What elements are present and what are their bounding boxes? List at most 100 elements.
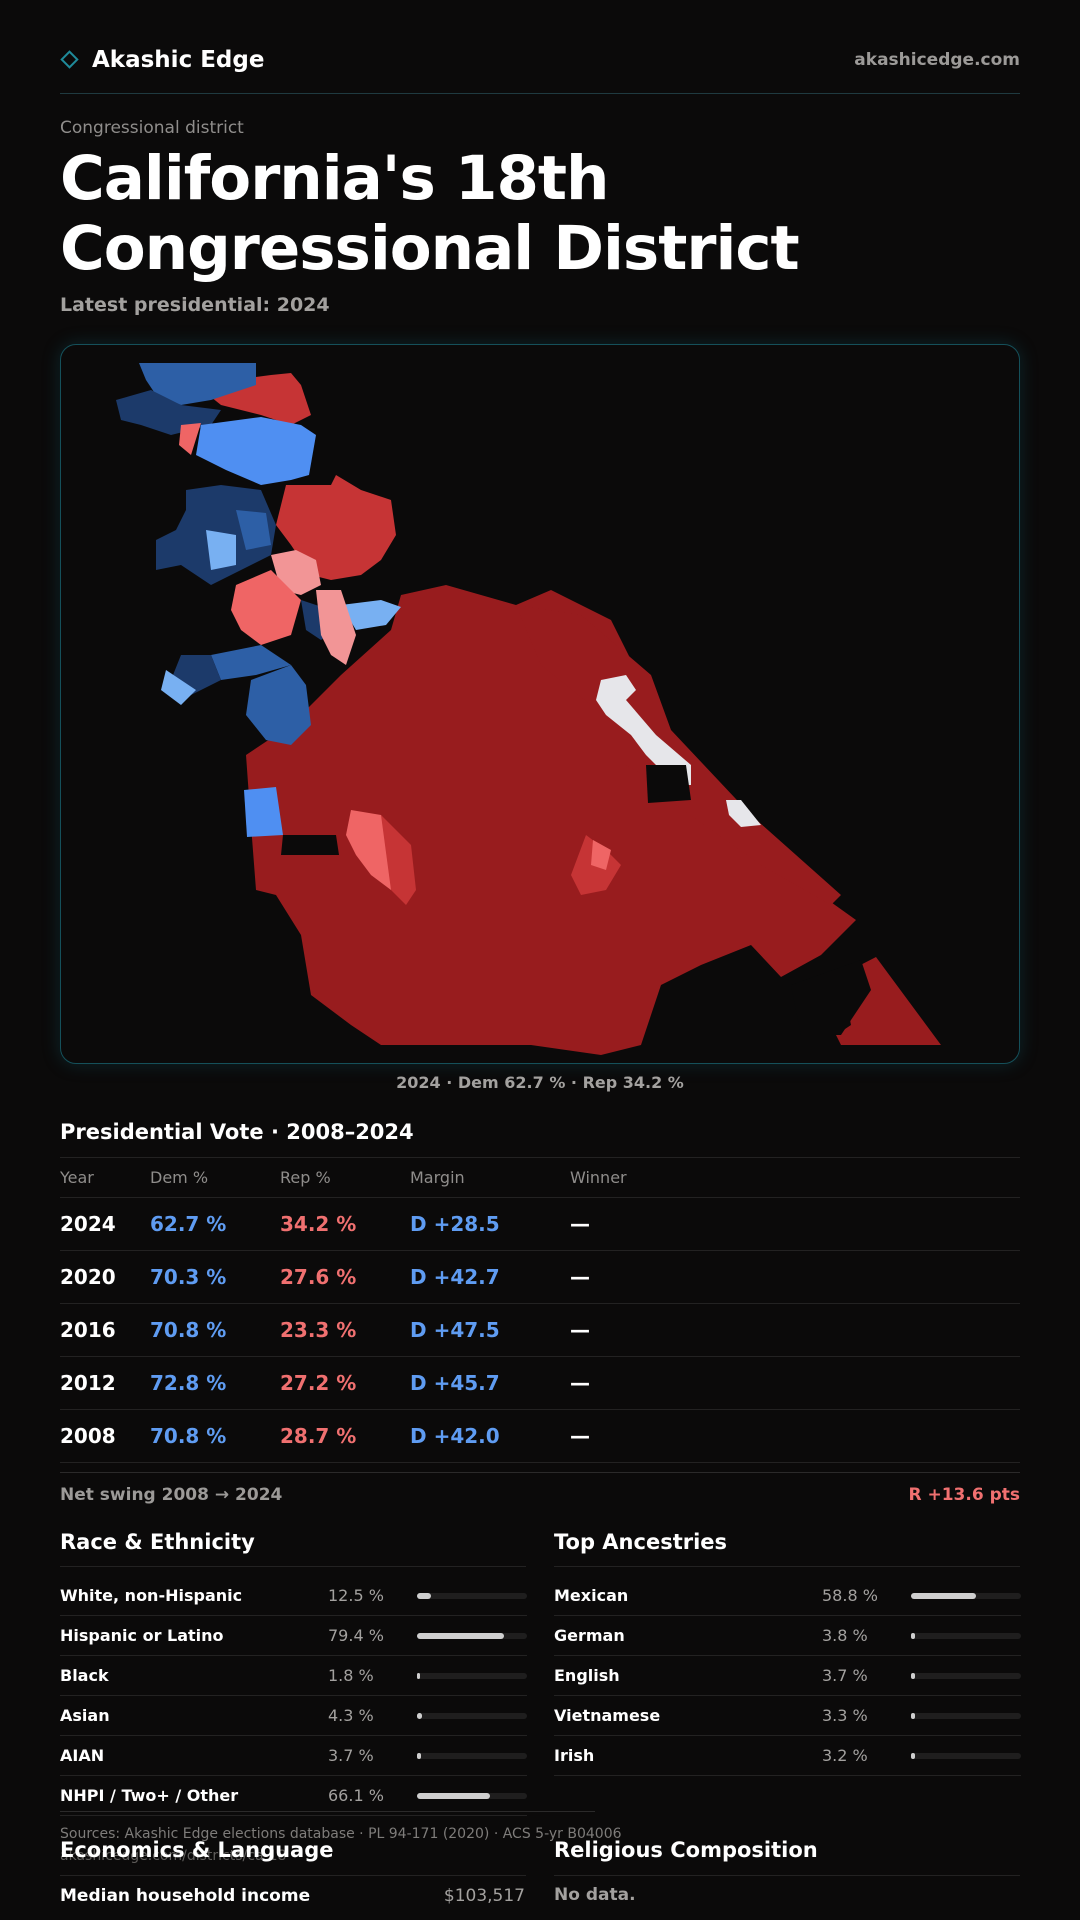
precinct-region-likely-rep-1[interactable] <box>276 475 396 580</box>
religion-empty-text: No data. <box>554 1885 636 1905</box>
stat-bar <box>911 1632 1021 1639</box>
religion-section-title: Religious Composition <box>554 1838 818 1862</box>
stat-bar-fill <box>417 1632 505 1639</box>
precinct-region-lean-rep-1[interactable] <box>179 423 201 455</box>
ancestry-section-title: Top Ancestries <box>554 1530 728 1554</box>
stat-bar-fill <box>911 1592 976 1599</box>
rep-cell: 34.2 % <box>280 1212 357 1236</box>
year-cell: 2016 <box>60 1318 116 1342</box>
list-item: Hispanic or Latino 79.4 % <box>60 1616 527 1656</box>
winner-cell: — <box>570 1265 590 1289</box>
rep-cell: 28.7 % <box>280 1424 357 1448</box>
header-rep: Rep % <box>280 1168 331 1187</box>
precinct-region-tilt-dem-1[interactable] <box>341 600 401 630</box>
list-item: Irish 3.2 % <box>554 1736 1021 1776</box>
precinct-region-lean-dem-2[interactable] <box>244 787 283 837</box>
list-item: English 3.7 % <box>554 1656 1021 1696</box>
stat-label: NHPI / Two+ / Other <box>60 1786 239 1805</box>
stat-value: 66.1 % <box>328 1786 384 1805</box>
precinct-region-coast-gap <box>281 835 339 855</box>
stat-bar <box>417 1712 527 1719</box>
stat-value: 58.8 % <box>822 1586 878 1605</box>
list-item: White, non-Hispanic 12.5 % <box>60 1576 527 1616</box>
winner-cell: — <box>570 1424 590 1448</box>
stat-bar <box>417 1752 527 1759</box>
site-url-link[interactable]: akashicedge.com <box>854 49 1020 70</box>
stat-value: 3.7 % <box>822 1666 868 1685</box>
list-item: Asian 4.3 % <box>60 1696 527 1736</box>
margin-cell: D +42.0 <box>410 1424 500 1448</box>
precinct-region-dem-cluster-5[interactable] <box>211 645 291 680</box>
table-row: 2020 70.3 % 27.6 % D +42.7 — <box>60 1251 1020 1304</box>
precinct-region-no-data-1[interactable] <box>596 675 691 785</box>
precinct-region-gap <box>646 765 691 803</box>
precinct-region-likely-dem-1[interactable] <box>246 665 311 745</box>
margin-cell: D +47.5 <box>410 1318 500 1342</box>
page-title: California's 18th Congressional District <box>60 143 800 284</box>
stat-bar-fill <box>417 1592 431 1599</box>
net-swing-value: R +13.6 pts <box>908 1484 1020 1505</box>
stat-bar <box>911 1672 1021 1679</box>
stat-bar <box>911 1712 1021 1719</box>
precinct-region-tilt-rep-2[interactable] <box>316 590 356 665</box>
precinct-region-dem-cluster-2[interactable] <box>206 530 236 570</box>
stat-bar <box>417 1672 527 1679</box>
precinct-region-lean-rep-2[interactable] <box>231 570 301 645</box>
stat-value: 1.8 % <box>328 1666 374 1685</box>
stat-label: German <box>554 1626 625 1645</box>
site-header: Akashic Edge akashicedge.com <box>60 44 1020 94</box>
list-item: German 3.8 % <box>554 1616 1021 1656</box>
median-income-value: $103,517 <box>443 1886 525 1906</box>
precinct-region-tilt-dem-2[interactable] <box>161 670 196 705</box>
dem-cell: 72.8 % <box>150 1371 227 1395</box>
winner-cell: — <box>570 1371 590 1395</box>
table-row: 2016 70.8 % 23.3 % D +47.5 — <box>60 1304 1020 1357</box>
precinct-map-svg[interactable] <box>61 345 1020 1064</box>
stat-bar-fill <box>911 1632 916 1639</box>
list-item: NHPI / Two+ / Other 66.1 % <box>60 1776 527 1816</box>
race-list: White, non-Hispanic 12.5 % Hispanic or L… <box>60 1576 527 1816</box>
dem-cell: 62.7 % <box>150 1212 227 1236</box>
list-item: AIAN 3.7 % <box>60 1736 527 1776</box>
religion-title-divider <box>554 1875 1020 1876</box>
precinct-region-lean-rep-4[interactable] <box>591 840 611 870</box>
list-item: Black 1.8 % <box>60 1656 527 1696</box>
stat-bar-fill <box>417 1792 490 1799</box>
diamond-logo-icon <box>60 50 79 69</box>
precinct-region-north-lean-dem[interactable] <box>196 417 316 485</box>
brand-link[interactable]: Akashic Edge <box>60 47 264 73</box>
stat-bar <box>911 1592 1021 1599</box>
stat-bar-fill <box>417 1712 422 1719</box>
stat-bar-fill <box>417 1752 422 1759</box>
table-row: 2024 62.7 % 34.2 % D +28.5 — <box>60 1198 1020 1251</box>
stat-bar <box>417 1632 527 1639</box>
race-section-title: Race & Ethnicity <box>60 1530 255 1554</box>
year-cell: 2008 <box>60 1424 116 1448</box>
rep-cell: 27.6 % <box>280 1265 357 1289</box>
page-subtitle: Latest presidential: 2024 <box>60 294 330 316</box>
stat-label: AIAN <box>60 1746 105 1765</box>
precinct-region-no-data-2[interactable] <box>726 800 761 827</box>
stat-label: Irish <box>554 1746 595 1765</box>
winner-cell: — <box>570 1318 590 1342</box>
stat-label: Asian <box>60 1706 110 1725</box>
district-map[interactable] <box>60 344 1020 1064</box>
sources-text: Sources: Akashic Edge elections database… <box>60 1826 622 1842</box>
stat-label: Black <box>60 1666 109 1685</box>
stat-value: 4.3 % <box>328 1706 374 1725</box>
ancestry-title-divider <box>554 1566 1020 1567</box>
header-margin: Margin <box>410 1168 465 1187</box>
stat-value: 3.7 % <box>328 1746 374 1765</box>
vote-table: Year Dem % Rep % Margin Winner 2024 62.7… <box>60 1158 1020 1463</box>
header-dem: Dem % <box>150 1168 209 1187</box>
precinct-region-dem-cluster-3[interactable] <box>236 510 271 550</box>
precinct-region-north-dem[interactable] <box>139 363 256 405</box>
precinct-region-likely-rep-2[interactable] <box>381 815 416 905</box>
ancestry-list: Mexican 58.8 % German 3.8 % English 3.7 … <box>554 1576 1021 1776</box>
stat-label: English <box>554 1666 620 1685</box>
winner-cell: — <box>570 1212 590 1236</box>
precinct-region-south-gap <box>791 960 871 1035</box>
stat-value: 79.4 % <box>328 1626 384 1645</box>
sources-url-link[interactable]: akashicedge.com/districts/ca-18 <box>60 1848 287 1864</box>
precinct-region-central[interactable] <box>246 585 856 1055</box>
